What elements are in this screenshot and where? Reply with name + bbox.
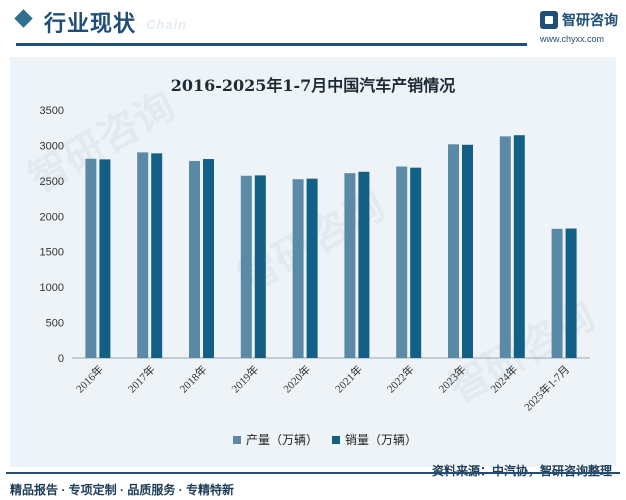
x-tick-label: 2016年 bbox=[73, 362, 106, 395]
y-tick-label: 0 bbox=[58, 353, 64, 365]
legend-swatch bbox=[332, 436, 340, 444]
bar-production bbox=[396, 166, 408, 358]
bar-sales bbox=[203, 159, 214, 358]
bar-sales bbox=[99, 159, 111, 358]
source-note: 资料来源：中汽协，智研咨询整理 bbox=[431, 464, 612, 478]
y-tick-label: 500 bbox=[46, 318, 64, 330]
brand-logo: 智研咨询 www.chyxx.com bbox=[540, 10, 618, 44]
x-tick-label: 2025年1-7月 bbox=[521, 362, 572, 413]
y-tick-label: 3000 bbox=[40, 140, 64, 152]
chart-title: 2016-2025年1-7月中国汽车产销情况 bbox=[170, 76, 456, 95]
bar-sales bbox=[151, 153, 163, 358]
bar-sales bbox=[565, 228, 577, 358]
y-tick-label: 2000 bbox=[40, 211, 64, 223]
x-tick-label: 2018年 bbox=[176, 362, 209, 395]
bar-production bbox=[240, 175, 252, 358]
bar-sales bbox=[513, 135, 525, 358]
legend-swatch bbox=[233, 436, 241, 444]
bar-production bbox=[292, 179, 304, 358]
y-tick-label: 1500 bbox=[40, 247, 64, 259]
x-tick-label: 2021年 bbox=[332, 362, 365, 395]
bar-sales bbox=[358, 171, 370, 358]
bar-production bbox=[344, 173, 356, 358]
footer-divider bbox=[6, 472, 620, 474]
bar-production bbox=[85, 158, 97, 358]
header-divider bbox=[16, 43, 527, 46]
bar-production bbox=[551, 228, 563, 358]
brand-url: www.chyxx.com bbox=[540, 34, 605, 44]
x-tick-label: 2020年 bbox=[280, 362, 313, 395]
bar-sales bbox=[410, 167, 422, 358]
y-tick-label: 3500 bbox=[40, 105, 64, 117]
bar-sales bbox=[254, 175, 266, 358]
bar-sales bbox=[462, 144, 473, 358]
x-tick-label: 2023年 bbox=[435, 362, 468, 395]
x-tick-label: 2017年 bbox=[125, 362, 158, 395]
header-subtitle-watermark: Chain bbox=[146, 17, 188, 32]
bar-production bbox=[137, 152, 149, 358]
bar-production bbox=[448, 144, 459, 358]
footer-slogan: 精品报告 · 专项定制 · 品质服务 · 专精特新 bbox=[10, 483, 234, 497]
y-tick-label: 2500 bbox=[40, 176, 64, 188]
x-tick-label: 2024年 bbox=[487, 362, 520, 395]
legend-label: 销量（万辆） bbox=[345, 433, 417, 447]
header-title: 行业现状 bbox=[44, 11, 137, 36]
legend-label: 产量（万辆） bbox=[246, 433, 318, 447]
bar-production bbox=[499, 136, 511, 358]
bar-sales bbox=[306, 178, 318, 358]
x-tick-label: 2022年 bbox=[384, 362, 417, 395]
x-tick-label: 2019年 bbox=[228, 362, 261, 395]
bar-production bbox=[189, 160, 200, 358]
brand-logo-icon bbox=[540, 11, 558, 29]
y-tick-label: 1000 bbox=[40, 282, 64, 294]
brand-name: 智研咨询 bbox=[562, 12, 618, 28]
header: 行业现状 Chain 智研咨询 www.chyxx.com bbox=[0, 0, 626, 50]
